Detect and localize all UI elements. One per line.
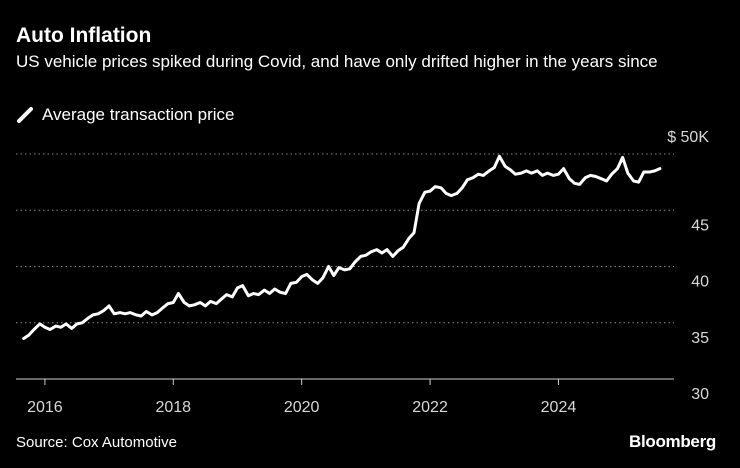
brand-logo: Bloomberg bbox=[628, 432, 716, 451]
x-tick-label: 2016 bbox=[27, 399, 63, 416]
axes: 30 35 40 45 $ 50K 2016 2018 2020 2022 2024 bbox=[16, 129, 709, 416]
chart-title: Auto Inflation bbox=[16, 24, 152, 47]
chart-subtitle: US vehicle prices spiked during Covid, a… bbox=[16, 52, 658, 71]
y-tick-label: 35 bbox=[691, 330, 709, 347]
y-tick-label: 40 bbox=[691, 274, 709, 291]
y-tick-label: 45 bbox=[691, 217, 709, 234]
x-tick-label: 2022 bbox=[412, 399, 448, 416]
series-layer bbox=[22, 154, 662, 340]
legend: Average transaction price bbox=[16, 105, 234, 125]
source-note: Source: Cox Automotive bbox=[16, 434, 177, 451]
legend-swatch-icon bbox=[17, 107, 33, 123]
x-tick-label: 2024 bbox=[541, 399, 577, 416]
legend-label: Average transaction price bbox=[42, 105, 235, 124]
y-tick-label: $ 50K bbox=[667, 129, 709, 146]
x-tick-label: 2020 bbox=[284, 399, 320, 416]
y-tick-label: 30 bbox=[691, 386, 709, 403]
x-tick-label: 2018 bbox=[155, 399, 191, 416]
gridlines bbox=[16, 153, 674, 324]
series-line-0 bbox=[22, 154, 662, 340]
